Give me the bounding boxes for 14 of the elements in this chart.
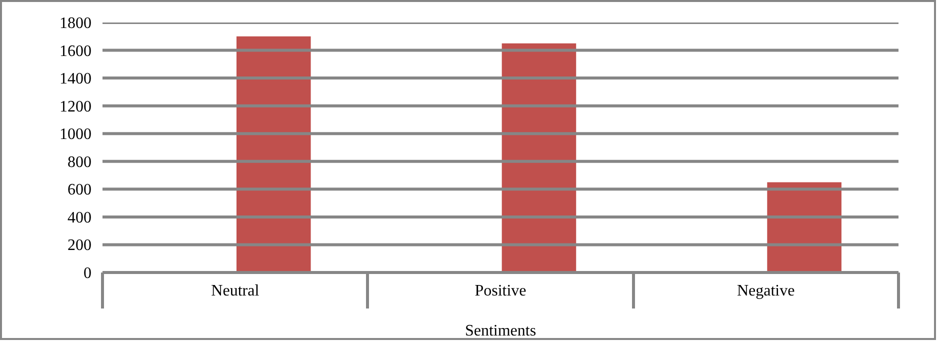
y-tick-label: 1600 bbox=[60, 42, 92, 60]
x-tick-label: Negative bbox=[736, 282, 795, 300]
y-tick-label: 800 bbox=[68, 154, 92, 171]
y-tick-label: 400 bbox=[68, 209, 92, 226]
y-tick-label: 1200 bbox=[60, 98, 92, 116]
y-tick-label: 200 bbox=[68, 237, 92, 254]
y-tick-label: 600 bbox=[68, 182, 92, 199]
y-tick-label: 1400 bbox=[60, 70, 92, 88]
y-tick-label: 0 bbox=[84, 265, 92, 282]
x-tick-label: Positive bbox=[474, 282, 526, 300]
x-axis-title: Sentiments bbox=[464, 322, 536, 340]
x-tick-label: Neutral bbox=[211, 282, 260, 300]
y-tick-label: 1800 bbox=[60, 15, 92, 32]
y-tick-label: 1000 bbox=[60, 126, 92, 144]
